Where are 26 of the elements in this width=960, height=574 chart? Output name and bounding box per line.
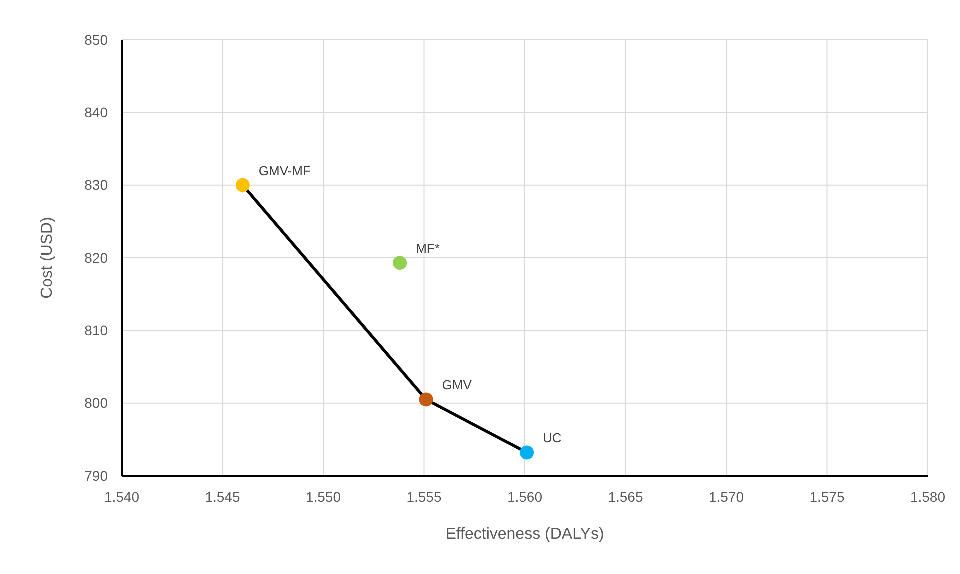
x-axis-title: Effectiveness (DALYs) (446, 526, 604, 543)
series-label: UC (543, 430, 562, 446)
y-axis-title: Cost (USD) (39, 217, 56, 299)
point (419, 392, 434, 407)
y-tick-label: 800 (84, 395, 108, 412)
x-tick-label: 1.565 (608, 489, 644, 505)
point (393, 256, 408, 270)
series-label: GMV (442, 378, 472, 393)
x-tick-label: 1.560 (507, 489, 543, 505)
y-tick-label: 820 (84, 250, 108, 266)
y-tick-label: 790 (84, 468, 108, 484)
y-tick-label: 810 (84, 322, 108, 339)
x-tick-label: 1.555 (406, 489, 442, 505)
x-tick-label: 1.550 (306, 489, 342, 505)
x-tick-label: 1.545 (205, 489, 240, 505)
x-tick-label: 1.580 (910, 489, 946, 505)
y-tick-label: 830 (84, 177, 108, 194)
point (236, 178, 250, 192)
x-tick-label: 1.575 (810, 489, 845, 505)
y-tick-label: 840 (84, 104, 108, 121)
x-tick-label: 1.540 (104, 489, 140, 505)
series-label: MF* (416, 241, 440, 256)
series-label: GMV-MF (258, 163, 311, 178)
point (520, 446, 534, 460)
x-tick-label: 1.570 (708, 489, 744, 505)
y-tick-label: 850 (84, 32, 108, 48)
